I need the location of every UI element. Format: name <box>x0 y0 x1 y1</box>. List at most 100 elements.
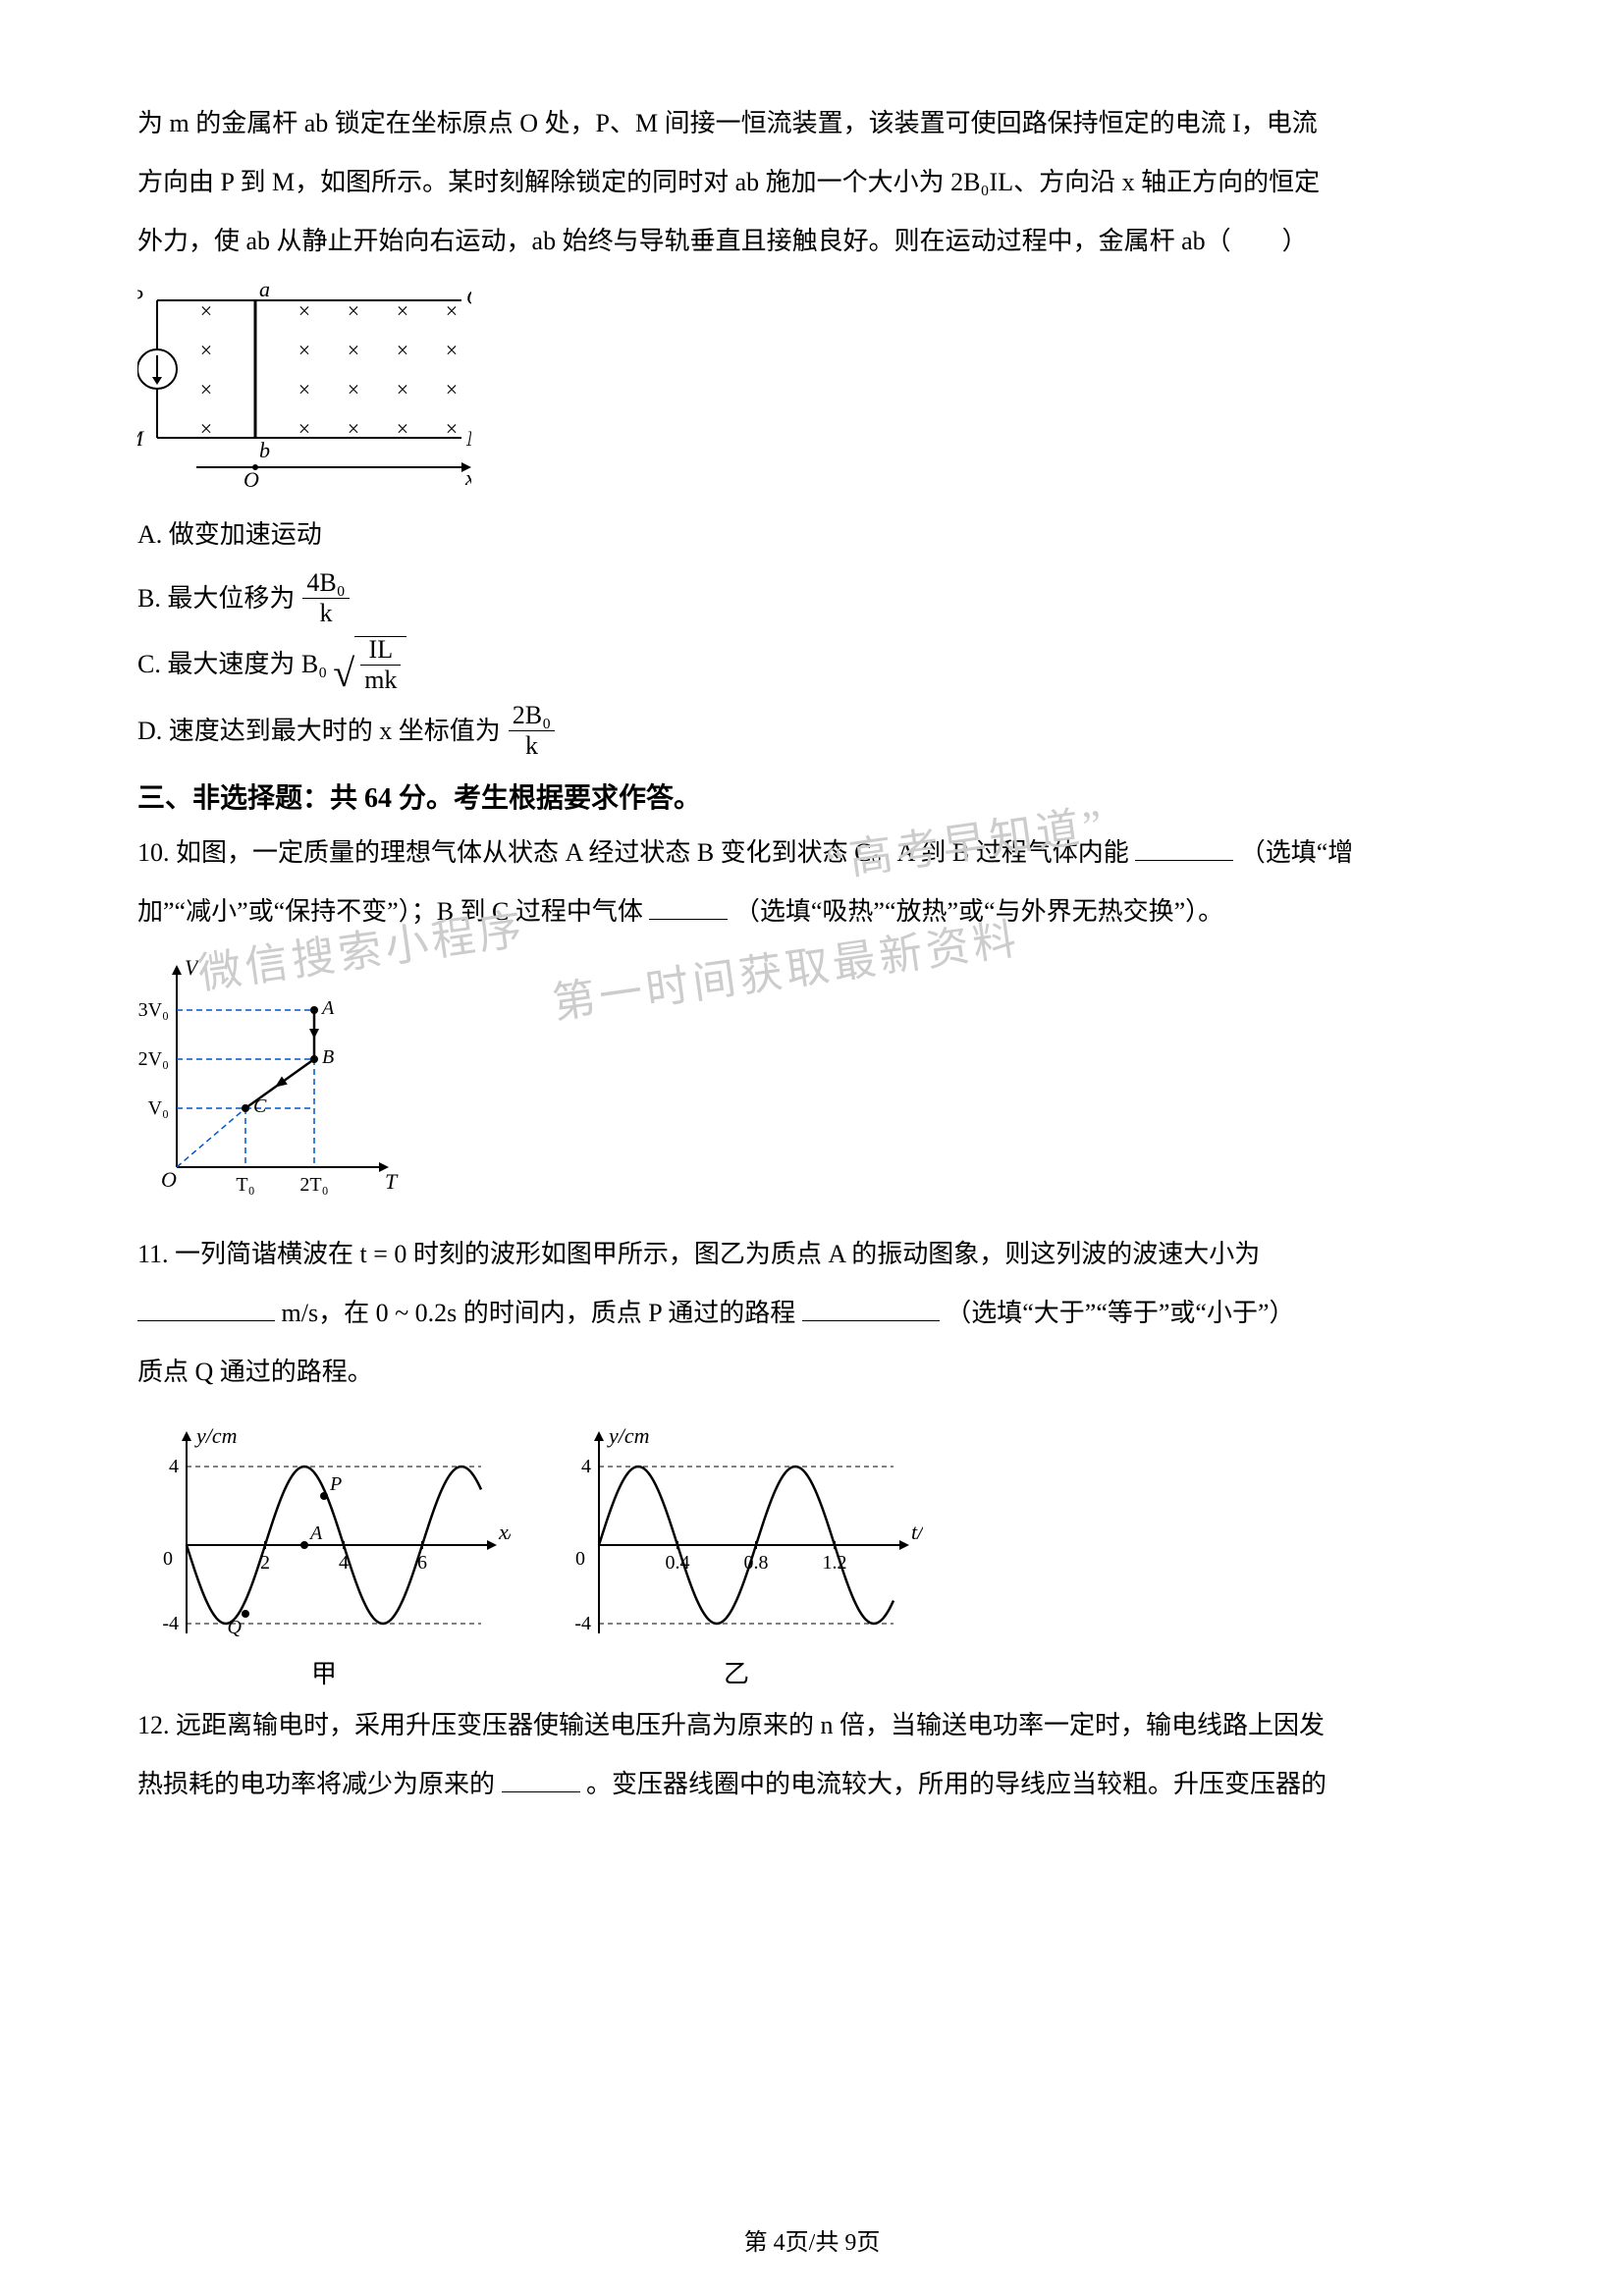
svg-text:×: × <box>446 298 458 323</box>
svg-text:C: C <box>253 1095 267 1117</box>
q11-blank2 <box>802 1290 940 1321</box>
svg-text:b: b <box>259 438 270 462</box>
q12-t2b: 。变压器线圈中的电流较大，所用的导线应当较粗。升压变压器的 <box>586 1770 1326 1798</box>
q9-option-b-prefix: B. 最大位移为 <box>137 573 295 624</box>
q12-text-line2: 热损耗的电功率将减少为原来的 。变压器线圈中的电流较大，所用的导线应当较粗。升压… <box>137 1759 1487 1810</box>
svg-text:P: P <box>329 1473 342 1495</box>
q12-blank1 <box>502 1761 580 1792</box>
q9-option-a-text: A. 做变加速运动 <box>137 509 322 561</box>
q9-option-c: C. 最大速度为 B₀ √ IL mk <box>137 636 1487 693</box>
svg-text:×: × <box>298 298 310 323</box>
svg-text:3V₀: 3V₀ <box>138 999 169 1021</box>
q12-text-line1: 12. 远距离输电时，采用升压变压器使输送电压升高为原来的 n 倍，当输送电功率… <box>137 1700 1487 1751</box>
svg-text:a: a <box>259 281 270 301</box>
q10-text-line1: 10. 如图，一定质量的理想气体从状态 A 经过状态 B 变化到状态 C。A 到… <box>137 828 1487 879</box>
frac-den: k <box>302 599 349 626</box>
svg-text:0: 0 <box>575 1548 585 1570</box>
q9-option-d-prefix: D. 速度达到最大时的 x 坐标值为 <box>137 706 501 757</box>
svg-text:B: B <box>322 1046 334 1068</box>
q10-text-line2: 加”“减小”或“保持不变”）；B 到 C 过程中气体 （选填“吸热”“放热”或“… <box>137 886 1487 937</box>
frac-num: 2B₀ <box>509 703 555 731</box>
q10-graph-figure: V T O 3V₀ 2V₀ V₀ T₀ 2T₀ A B C <box>137 951 1487 1211</box>
svg-text:T₀: T₀ <box>236 1174 254 1196</box>
q9-option-c-sqrt: √ IL mk <box>333 636 406 693</box>
q11-vib-svg: y/cmt/s04-40.40.81.2 <box>550 1417 923 1643</box>
q10-t1b: （选填“增 <box>1240 838 1354 867</box>
q11-t2b: （选填“大于”“等于”或“小于”） <box>946 1299 1294 1327</box>
svg-text:×: × <box>298 377 310 401</box>
svg-text:x/m: x/m <box>498 1520 511 1544</box>
page-footer: 第 4页/共 9页 <box>0 2222 1624 2257</box>
sqrt-sign-icon: √ <box>333 654 354 693</box>
svg-text:O: O <box>161 1167 177 1192</box>
svg-text:0: 0 <box>163 1548 173 1570</box>
q9-option-d: D. 速度达到最大时的 x 坐标值为 2B₀ k <box>137 703 1487 759</box>
q11-text-line2: m/s，在 0 ~ 0.2s 的时间内，质点 P 通过的路程 （选填“大于”“等… <box>137 1288 1487 1339</box>
svg-text:×: × <box>397 298 408 323</box>
svg-text:-4: -4 <box>162 1613 179 1634</box>
frac-num: IL <box>360 637 401 666</box>
svg-text:A: A <box>320 997 335 1019</box>
q9-text-line1: 为 m 的金属杆 ab 锁定在坐标原点 O 处，P、M 间接一恒流装置，该装置可… <box>137 98 1487 149</box>
q11-caption-right: 乙 <box>550 1654 923 1690</box>
q10-blank1 <box>1135 829 1233 861</box>
svg-text:T: T <box>385 1169 399 1194</box>
svg-text:2T₀: 2T₀ <box>299 1174 328 1196</box>
q11-text-line1: 11. 一列简谐横波在 t = 0 时刻的波形如图甲所示，图乙为质点 A 的振动… <box>137 1229 1487 1280</box>
q11-text-line3: 质点 Q 通过的路程。 <box>137 1347 1487 1398</box>
q10-t1a: 10. 如图，一定质量的理想气体从状态 A 经过状态 B 变化到状态 C。A 到… <box>137 838 1129 867</box>
q11-caption-left: 甲 <box>137 1654 511 1690</box>
q11-blank1 <box>137 1290 275 1321</box>
svg-text:×: × <box>200 377 212 401</box>
svg-text:y/cm: y/cm <box>607 1423 650 1448</box>
svg-text:M: M <box>137 426 145 451</box>
svg-text:×: × <box>397 377 408 401</box>
q11-wave-figure-wrap: y/cmx/m04-4246APQ 甲 <box>137 1417 511 1690</box>
svg-text:×: × <box>348 338 359 362</box>
section3-title: 三、非选择题：共 64 分。考生根据要求作答。 <box>137 776 1487 816</box>
svg-text:2V₀: 2V₀ <box>138 1048 169 1070</box>
q10-graph-svg: V T O 3V₀ 2V₀ V₀ T₀ 2T₀ A B C <box>137 951 412 1206</box>
q9-option-d-fraction: 2B₀ k <box>509 703 555 759</box>
q12-t2a: 热损耗的电功率将减少为原来的 <box>137 1770 495 1798</box>
svg-text:Q: Q <box>466 285 471 309</box>
svg-text:×: × <box>348 298 359 323</box>
svg-text:V: V <box>185 955 200 980</box>
svg-text:x: x <box>464 465 471 487</box>
frac-num: 4B₀ <box>302 570 349 599</box>
svg-text:N: N <box>465 426 471 451</box>
svg-text:×: × <box>348 377 359 401</box>
svg-text:4: 4 <box>581 1456 591 1477</box>
q9-text-line2: 方向由 P 到 M，如图所示。某时刻解除锁定的同时对 ab 施加一个大小为 2B… <box>137 157 1487 208</box>
page-container: 为 m 的金属杆 ab 锁定在坐标原点 O 处，P、M 间接一恒流装置，该装置可… <box>0 0 1624 2296</box>
q9-option-c-prefix: C. 最大速度为 B₀ <box>137 639 327 690</box>
svg-text:×: × <box>397 338 408 362</box>
q9-text-line3: 外力，使 ab 从静止开始向右运动，ab 始终与导轨垂直且接触良好。则在运动过程… <box>137 216 1487 267</box>
q10-container: “高考早知道” 10. 如图，一定质量的理想气体从状态 A 经过状态 B 变化到… <box>137 828 1487 1211</box>
svg-text:×: × <box>446 338 458 362</box>
svg-text:V₀: V₀ <box>148 1097 169 1119</box>
frac-den: mk <box>360 666 401 693</box>
svg-text:×: × <box>298 338 310 362</box>
q9-circuit-svg: ××××××××××××××××××××PQMNabOx <box>137 281 471 487</box>
q9-circuit-figure: ××××××××××××××××××××PQMNabOx <box>137 281 1487 492</box>
q11-vib-figure-wrap: y/cmt/s04-40.40.81.2 乙 <box>550 1417 923 1690</box>
svg-text:4: 4 <box>169 1456 179 1477</box>
q10-t2a: 加”“减小”或“保持不变”）；B 到 C 过程中气体 <box>137 897 643 926</box>
svg-text:×: × <box>446 377 458 401</box>
q10-t2b: （选填“吸热”“放热”或“与外界无热交换”）。 <box>734 897 1223 926</box>
svg-text:y/cm: y/cm <box>194 1423 238 1448</box>
svg-text:P: P <box>137 285 143 309</box>
q9-option-b: B. 最大位移为 4B₀ k <box>137 570 1487 626</box>
q10-blank2 <box>649 888 728 920</box>
q9-option-b-fraction: 4B₀ k <box>302 570 349 626</box>
svg-text:×: × <box>200 298 212 323</box>
q11-t2a: m/s，在 0 ~ 0.2s 的时间内，质点 P 通过的路程 <box>282 1299 796 1327</box>
svg-text:-4: -4 <box>574 1613 591 1634</box>
sqrt-body: IL mk <box>354 636 406 693</box>
svg-text:A: A <box>308 1522 323 1544</box>
svg-text:Q: Q <box>228 1617 243 1638</box>
q11-figures-row: y/cmx/m04-4246APQ 甲 y/cmt/s04-40.40.81.2… <box>137 1417 1487 1690</box>
svg-text:×: × <box>200 338 212 362</box>
svg-text:t/s: t/s <box>911 1520 923 1544</box>
